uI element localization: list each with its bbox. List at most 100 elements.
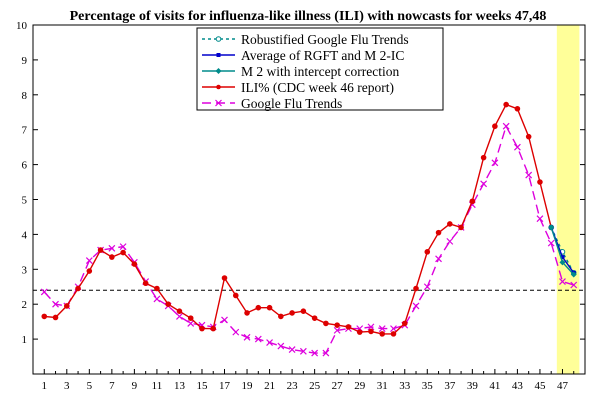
y-tick-label: 8 — [22, 90, 28, 102]
x-tick-label: 39 — [467, 380, 479, 392]
data-point — [480, 180, 488, 188]
data-point — [278, 313, 284, 320]
data-point — [435, 229, 442, 236]
data-point — [232, 292, 239, 299]
data-point — [368, 328, 374, 335]
series-line — [44, 103, 552, 335]
data-point — [299, 347, 307, 355]
data-point — [311, 349, 319, 357]
data-point — [334, 322, 340, 328]
data-point — [513, 143, 521, 151]
legend-label: Average of RGFT and M 2-IC — [241, 48, 404, 63]
x-tick-label: 41 — [489, 380, 500, 392]
x-tick-label: 27 — [332, 380, 344, 392]
legend-label: Robustified Google Flu Trends — [241, 32, 409, 47]
legend-item: Average of RGFT and M 2-IC — [202, 48, 404, 63]
data-point — [525, 133, 532, 140]
data-point — [119, 243, 127, 251]
x-tick-label: 13 — [174, 380, 186, 392]
data-point — [266, 304, 273, 311]
x-tick-label: 5 — [87, 380, 93, 392]
data-point — [221, 316, 228, 324]
data-point — [356, 329, 363, 335]
data-point — [390, 325, 397, 333]
data-point — [492, 123, 498, 130]
data-point — [322, 349, 330, 357]
data-point — [41, 313, 48, 320]
data-point — [131, 261, 138, 267]
y-tick-label: 7 — [22, 125, 28, 137]
legend-item: Robustified Google Flu Trends — [202, 32, 409, 47]
x-tick-label: 43 — [512, 380, 524, 392]
y-tick-label: 1 — [22, 334, 28, 346]
data-point — [413, 285, 419, 292]
x-tick-label: 15 — [196, 380, 208, 392]
data-point — [221, 275, 228, 281]
series-google-flu-trends — [40, 122, 578, 357]
data-point — [424, 249, 431, 255]
data-point — [289, 310, 295, 316]
y-tick-label: 9 — [22, 55, 28, 67]
x-tick-label: 1 — [42, 380, 48, 392]
data-point — [480, 154, 487, 161]
x-tick-label: 11 — [152, 380, 163, 392]
data-point — [435, 255, 442, 263]
data-point — [153, 295, 161, 303]
y-tick-label: 5 — [22, 195, 28, 207]
data-point — [547, 239, 555, 247]
x-tick-label: 31 — [377, 380, 388, 392]
x-tick-label: 3 — [64, 380, 70, 392]
data-point — [288, 346, 296, 353]
x-tick-label: 7 — [109, 380, 115, 392]
data-point — [446, 237, 454, 245]
data-point — [277, 342, 285, 350]
data-point — [75, 285, 81, 292]
y-tick-label: 6 — [22, 160, 28, 172]
data-point — [187, 315, 194, 321]
x-tick-label: 37 — [444, 380, 456, 392]
data-point — [491, 159, 499, 167]
data-point — [40, 288, 48, 296]
data-point — [300, 308, 307, 314]
legend-label: Google Flu Trends — [241, 96, 342, 111]
data-point — [323, 320, 329, 327]
data-point — [537, 179, 543, 185]
legend-item: M 2 with intercept correction — [202, 64, 399, 79]
x-tick-label: 23 — [287, 380, 299, 392]
data-point — [378, 325, 386, 333]
y-tick-label: 10 — [16, 20, 28, 32]
data-point — [367, 323, 375, 331]
x-tick-label: 35 — [422, 380, 434, 392]
legend-marker — [215, 68, 222, 74]
legend-marker — [216, 53, 221, 57]
y-tick-label: 4 — [22, 229, 28, 241]
legend-label: ILI% (CDC week 46 report) — [241, 80, 394, 95]
legend-label: M 2 with intercept correction — [241, 64, 399, 79]
x-tick-label: 47 — [557, 380, 569, 392]
data-point — [97, 247, 104, 253]
data-point — [458, 224, 464, 231]
data-point — [447, 221, 453, 227]
data-point — [502, 122, 510, 130]
data-point — [142, 280, 149, 287]
nowcast-highlight-region — [556, 25, 580, 374]
data-point — [423, 283, 431, 291]
data-point — [570, 271, 577, 278]
x-tick-label: 25 — [309, 380, 321, 392]
x-tick-label: 29 — [354, 380, 366, 392]
x-tick-label: 33 — [399, 380, 411, 392]
y-tick-label: 2 — [22, 299, 28, 311]
series-ili-cdc-week-46-report — [41, 101, 555, 337]
data-point — [187, 319, 195, 327]
data-point — [333, 326, 341, 334]
data-point — [108, 244, 116, 252]
data-point — [560, 255, 565, 260]
x-tick-label: 19 — [242, 380, 254, 392]
legend-marker — [215, 99, 222, 107]
data-point — [154, 285, 160, 292]
x-tick-label: 21 — [264, 380, 275, 392]
data-point — [570, 281, 578, 289]
